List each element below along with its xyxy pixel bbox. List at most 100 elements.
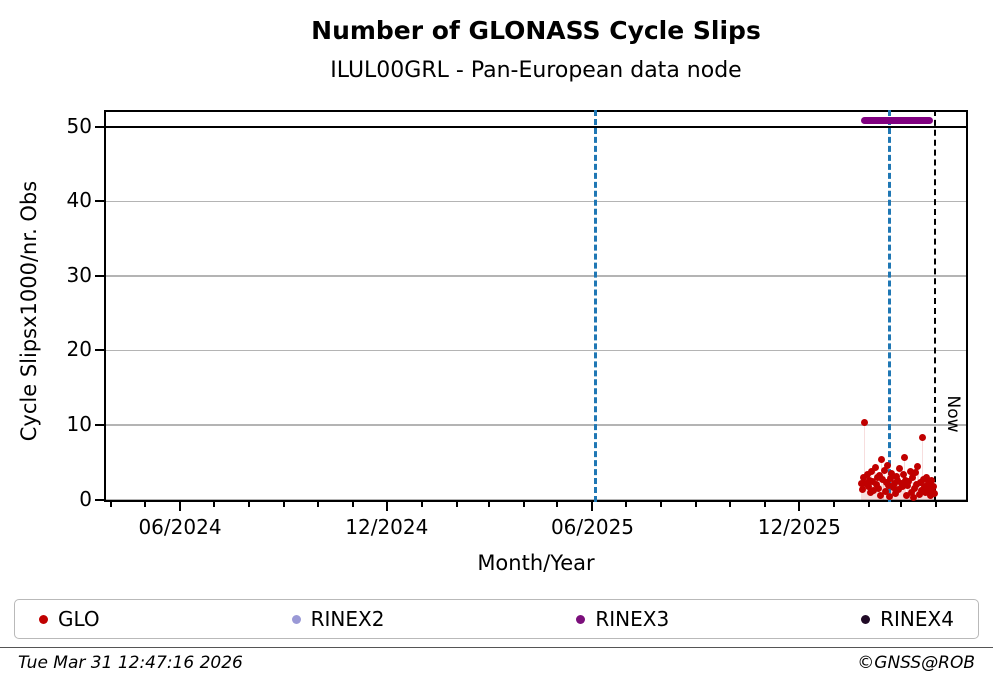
max-threshold-line	[104, 125, 968, 128]
x-axis-minor-tick	[143, 502, 146, 507]
x-axis-minor-tick	[660, 502, 663, 507]
chart-subtitle: ILUL00GRL - Pan-European data node	[330, 58, 742, 83]
data-point	[881, 487, 889, 495]
data-point	[906, 467, 914, 475]
x-axis-major-tick	[798, 502, 801, 511]
x-axis-minor-tick	[212, 502, 215, 507]
data-point-stem	[901, 486, 903, 500]
data-point	[883, 461, 891, 469]
event-line	[888, 110, 892, 502]
data-point-stem	[864, 422, 866, 500]
grid-line	[104, 200, 968, 203]
x-axis-minor-tick	[487, 502, 490, 507]
data-point	[895, 486, 903, 494]
data-point	[900, 453, 908, 461]
data-point	[904, 481, 912, 489]
grid-line	[104, 275, 968, 277]
event-line	[594, 110, 598, 502]
x-axis-minor-tick	[247, 502, 250, 507]
data-point	[889, 484, 897, 492]
data-point	[888, 469, 896, 477]
rinex2-marker-icon	[291, 614, 301, 624]
data-point	[861, 418, 869, 426]
x-axis-minor-tick	[351, 502, 354, 507]
legend-item-rinex4: RINEX4	[861, 607, 954, 631]
x-axis-minor-tick	[764, 502, 767, 507]
data-point	[903, 492, 911, 500]
data-point	[860, 473, 868, 481]
data-point	[871, 463, 879, 471]
data-point	[907, 488, 915, 496]
legend-label-rinex2: RINEX2	[310, 607, 385, 631]
y-axis-title: Cycle Slipsx1000/nr. Obs	[17, 180, 41, 442]
data-point	[914, 463, 922, 471]
data-point	[916, 478, 924, 486]
data-point	[922, 489, 930, 497]
data-point	[905, 478, 913, 486]
data-point	[864, 482, 872, 490]
x-axis-minor-tick	[110, 502, 113, 507]
x-axis-minor-tick	[900, 502, 902, 507]
y-axis-tick	[95, 200, 104, 203]
data-point-stem	[869, 492, 872, 500]
x-axis-minor-tick	[455, 502, 458, 507]
data-point-stem	[873, 490, 875, 500]
data-point	[898, 483, 906, 491]
x-axis-minor-tick	[522, 502, 525, 507]
y-tick-label: 50	[66, 113, 92, 138]
data-point	[872, 481, 880, 489]
grid-line	[104, 498, 968, 501]
x-axis-title: Month/Year	[477, 551, 595, 575]
data-point	[897, 479, 905, 487]
data-point-stem	[884, 491, 886, 500]
data-point	[876, 472, 884, 480]
x-axis-minor-tick	[556, 502, 559, 507]
y-axis-tick	[95, 498, 104, 501]
data-point	[915, 490, 923, 498]
data-point	[911, 484, 919, 492]
footer: Tue Mar 31 12:47:16 2026 ©GNSS@ROB	[0, 653, 993, 673]
legend-item-rinex3: RINEX3	[576, 607, 669, 631]
data-point	[912, 469, 920, 477]
data-point	[930, 483, 938, 491]
x-axis-major-tick	[179, 502, 181, 511]
grid-line	[104, 424, 968, 426]
data-point-stem	[904, 480, 907, 500]
plot-area	[104, 110, 968, 502]
x-axis-minor-tick	[282, 502, 285, 507]
y-axis-tick	[95, 424, 104, 427]
data-point	[931, 490, 939, 498]
data-point	[885, 481, 893, 489]
legend-item-rinex2: RINEX2	[291, 607, 385, 631]
x-axis-major-tick	[385, 502, 388, 511]
data-point	[917, 487, 925, 495]
now-line	[933, 110, 936, 502]
data-point	[887, 475, 895, 483]
copyright-credit: ©GNSS@ROB	[857, 653, 975, 673]
x-axis-minor-tick	[420, 502, 423, 507]
y-tick-label: 40	[66, 188, 92, 213]
y-tick-label: 20	[66, 337, 92, 362]
data-point	[870, 487, 878, 495]
glo-marker-icon	[39, 614, 48, 624]
data-point	[892, 472, 900, 480]
data-point	[890, 480, 898, 488]
data-point	[923, 473, 931, 481]
data-point	[874, 484, 882, 492]
data-point	[896, 465, 904, 473]
y-axis-tick	[95, 349, 104, 352]
x-axis-major-tick	[591, 502, 594, 511]
data-point	[877, 491, 885, 499]
data-point	[863, 470, 871, 478]
rinex3-marker-icon	[576, 614, 586, 624]
data-point	[891, 490, 899, 498]
data-point	[880, 466, 888, 474]
x-tick-label: 12/2025	[757, 515, 841, 539]
footer-divider	[0, 647, 993, 648]
data-point	[908, 474, 916, 482]
data-point	[857, 480, 865, 488]
x-axis-minor-tick	[625, 502, 628, 507]
data-point-stem	[925, 492, 927, 500]
data-point	[886, 493, 894, 501]
